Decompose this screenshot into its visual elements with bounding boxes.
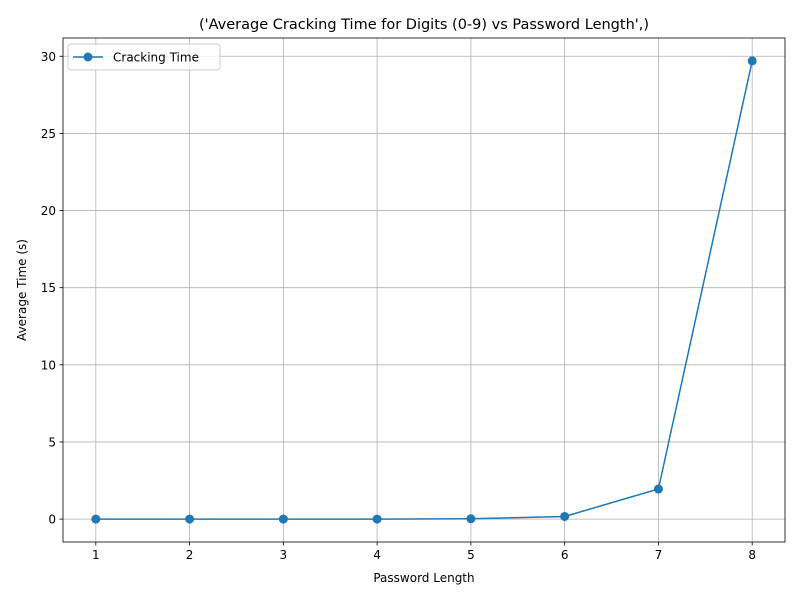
- y-tick-label: 25: [41, 127, 56, 141]
- legend-label: Cracking Time: [113, 51, 199, 65]
- x-tick-label: 7: [655, 548, 663, 562]
- x-axis-ticks: 1 2 3 4 5 6 7 8: [92, 542, 756, 562]
- x-tick-label: 4: [373, 548, 381, 562]
- data-point: [91, 514, 101, 524]
- x-axis-label: Password Length: [373, 571, 474, 585]
- x-tick-label: 8: [748, 548, 756, 562]
- y-tick-label: 10: [41, 358, 56, 372]
- plot-area: [62, 37, 786, 543]
- data-point: [560, 511, 570, 521]
- legend-marker-swatch: [83, 52, 93, 62]
- plot-frame: [62, 37, 786, 543]
- data-point: [747, 56, 757, 66]
- y-tick-label: 30: [41, 50, 56, 64]
- y-tick-label: 15: [41, 281, 56, 295]
- series-line: [95, 60, 753, 520]
- plot-background: [63, 38, 785, 542]
- data-point: [466, 514, 476, 524]
- x-tick-label: 5: [467, 548, 475, 562]
- y-tick-label: 5: [48, 435, 56, 449]
- x-tick-label: 6: [561, 548, 569, 562]
- data-point: [653, 484, 663, 494]
- x-tick-label: 3: [280, 548, 288, 562]
- chart-title: ('Average Cracking Time for Digits (0-9)…: [199, 17, 649, 33]
- y-axis-label: Average Time (s): [15, 239, 29, 341]
- data-point: [372, 514, 382, 524]
- y-tick-label: 20: [41, 204, 56, 218]
- y-axis-ticks: 0 5 10 15 20 25 30: [41, 50, 63, 527]
- x-tick-label: 2: [186, 548, 194, 562]
- y-tick-label: 0: [48, 513, 56, 527]
- data-point: [278, 514, 288, 524]
- series-layer: [91, 56, 757, 524]
- legend-box: [67, 43, 221, 71]
- data-point: [185, 514, 195, 524]
- legend: Cracking Time: [67, 43, 221, 71]
- x-tick-label: 1: [92, 548, 100, 562]
